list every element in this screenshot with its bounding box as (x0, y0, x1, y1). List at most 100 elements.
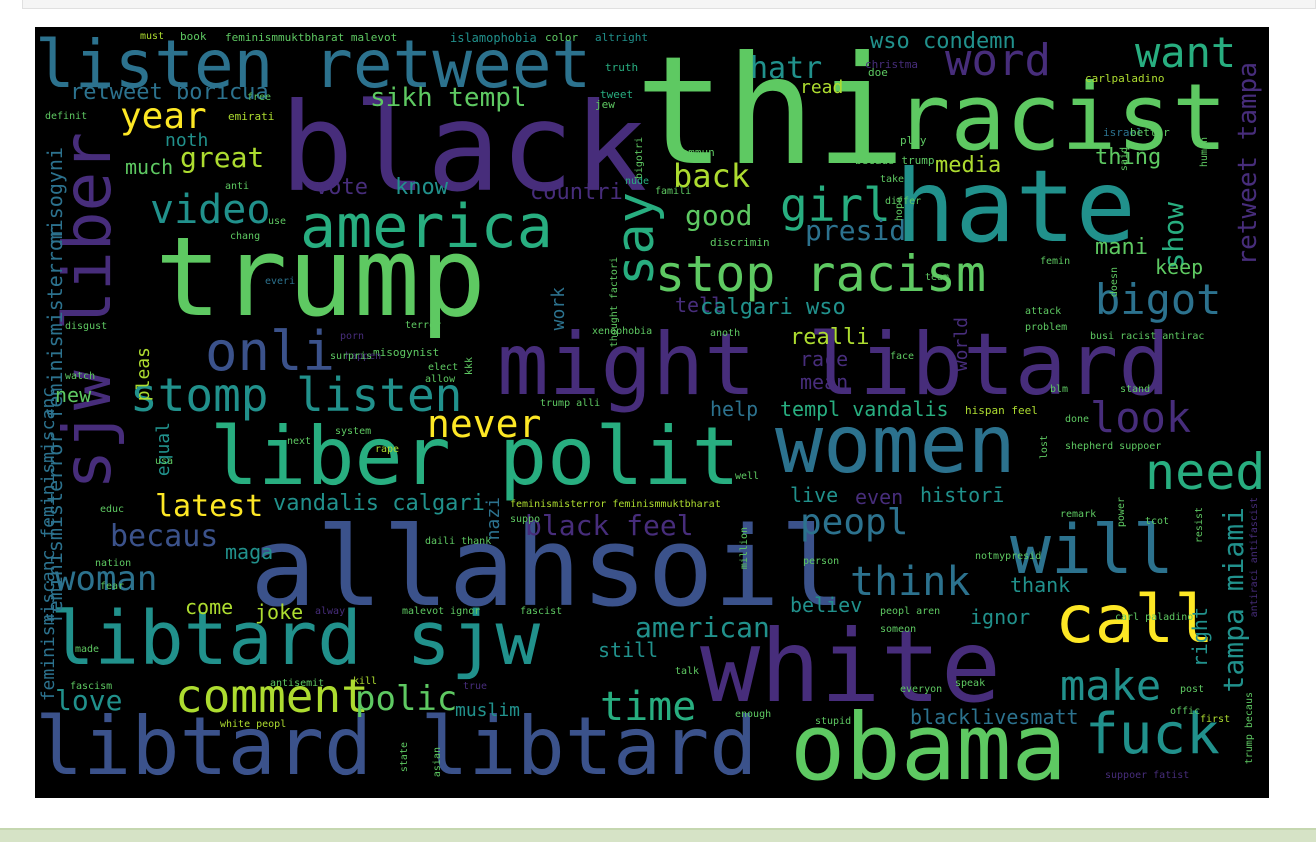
word: tcot (1145, 516, 1170, 527)
word: becaus (110, 519, 219, 554)
word: believ (790, 593, 863, 617)
word: offic (1170, 706, 1201, 717)
word: back (673, 157, 751, 195)
word: peopl aren (880, 606, 941, 617)
word: muslim (455, 700, 521, 721)
word: noth (165, 130, 209, 151)
word: blm (1050, 384, 1069, 395)
word: much (125, 155, 174, 179)
word: book (180, 30, 207, 43)
word: discrimin (710, 236, 770, 249)
word: hatr (750, 51, 823, 86)
word: million (739, 527, 750, 570)
word: nazi (483, 497, 504, 541)
word: nation (95, 558, 132, 569)
word: definit (45, 111, 88, 122)
word: fascism (70, 681, 113, 692)
word: look (1090, 393, 1192, 442)
word: islamophobia (450, 31, 537, 45)
word: misogynist (373, 346, 440, 359)
word: team (925, 272, 950, 283)
word: stomp listen (130, 368, 463, 422)
word: libtard libtard (35, 700, 758, 793)
word: feminismisterror feminismmuktbharat (510, 499, 721, 510)
word: person (803, 556, 840, 567)
word: good (685, 199, 753, 232)
word: world (951, 317, 972, 372)
word: must (140, 31, 165, 42)
word: live (790, 483, 839, 507)
word: resist (1194, 507, 1205, 544)
word: rape (375, 444, 400, 455)
word: free (247, 92, 272, 103)
word: face (890, 351, 915, 362)
word: chang (230, 231, 261, 242)
word: woman (55, 559, 158, 599)
word: america (300, 192, 553, 262)
word: terror (405, 320, 442, 331)
word: new (55, 383, 92, 407)
word: hope (894, 197, 905, 222)
word: call (1055, 581, 1214, 658)
top-window-strip (22, 0, 1316, 9)
word: said (1119, 147, 1130, 172)
word: video (150, 187, 271, 233)
word: jew (595, 98, 615, 111)
word: polic (355, 679, 458, 719)
word: templ vandalis (780, 397, 949, 421)
word: alway (315, 606, 346, 617)
word: antisemit (270, 678, 325, 689)
word: love (55, 684, 123, 717)
word: human (1199, 137, 1210, 168)
word: american (635, 611, 770, 644)
word: differ (885, 196, 922, 207)
word: work (548, 287, 569, 331)
word: fascist (520, 606, 563, 617)
word: everyon (900, 684, 943, 695)
word: speak (955, 678, 986, 689)
word: state (399, 742, 410, 773)
word: thing (1095, 145, 1162, 170)
word-cloud-image: thi racist black hate trump listen retwe… (35, 27, 1269, 798)
word: tampa miami (1217, 507, 1250, 693)
word: post (1180, 684, 1205, 695)
word: year (120, 96, 207, 137)
word: word (945, 35, 1051, 86)
word: onli (205, 320, 336, 383)
word: realli (790, 325, 870, 350)
word: done (1065, 414, 1090, 425)
word: usa (155, 456, 174, 467)
word: next (287, 436, 312, 447)
word: allow (425, 374, 456, 385)
word: enough (735, 709, 772, 720)
word: ignor (970, 605, 1031, 629)
word: media (935, 153, 1002, 178)
word: never (427, 402, 542, 446)
word: liber polit (210, 410, 740, 503)
word: make (1060, 661, 1162, 710)
word: help (710, 397, 759, 421)
word: time (600, 684, 697, 730)
word: tweet (600, 88, 634, 101)
word: use (268, 216, 287, 227)
word: need (1145, 443, 1266, 501)
word: hate (895, 148, 1136, 265)
word: femin (1040, 256, 1071, 267)
word: feminismmuktbharat malevot (225, 31, 398, 44)
word: racist (895, 64, 1228, 171)
word: feminismiscanc feminismiscanc (38, 387, 59, 702)
word: retweet boricua (70, 80, 269, 105)
word: israel (1103, 126, 1143, 139)
word: play (900, 134, 927, 147)
word: black (280, 77, 648, 219)
word: educ (100, 504, 125, 515)
word: better (1130, 126, 1170, 139)
word: vandalis calgari (273, 491, 485, 516)
word: stop racism (655, 245, 987, 303)
word: maga (225, 540, 274, 564)
word: doesn (1109, 267, 1120, 298)
word: kill (353, 676, 378, 687)
word: everi (265, 276, 296, 287)
word: xenophobia (592, 326, 653, 337)
word: bigot (1095, 275, 1222, 324)
